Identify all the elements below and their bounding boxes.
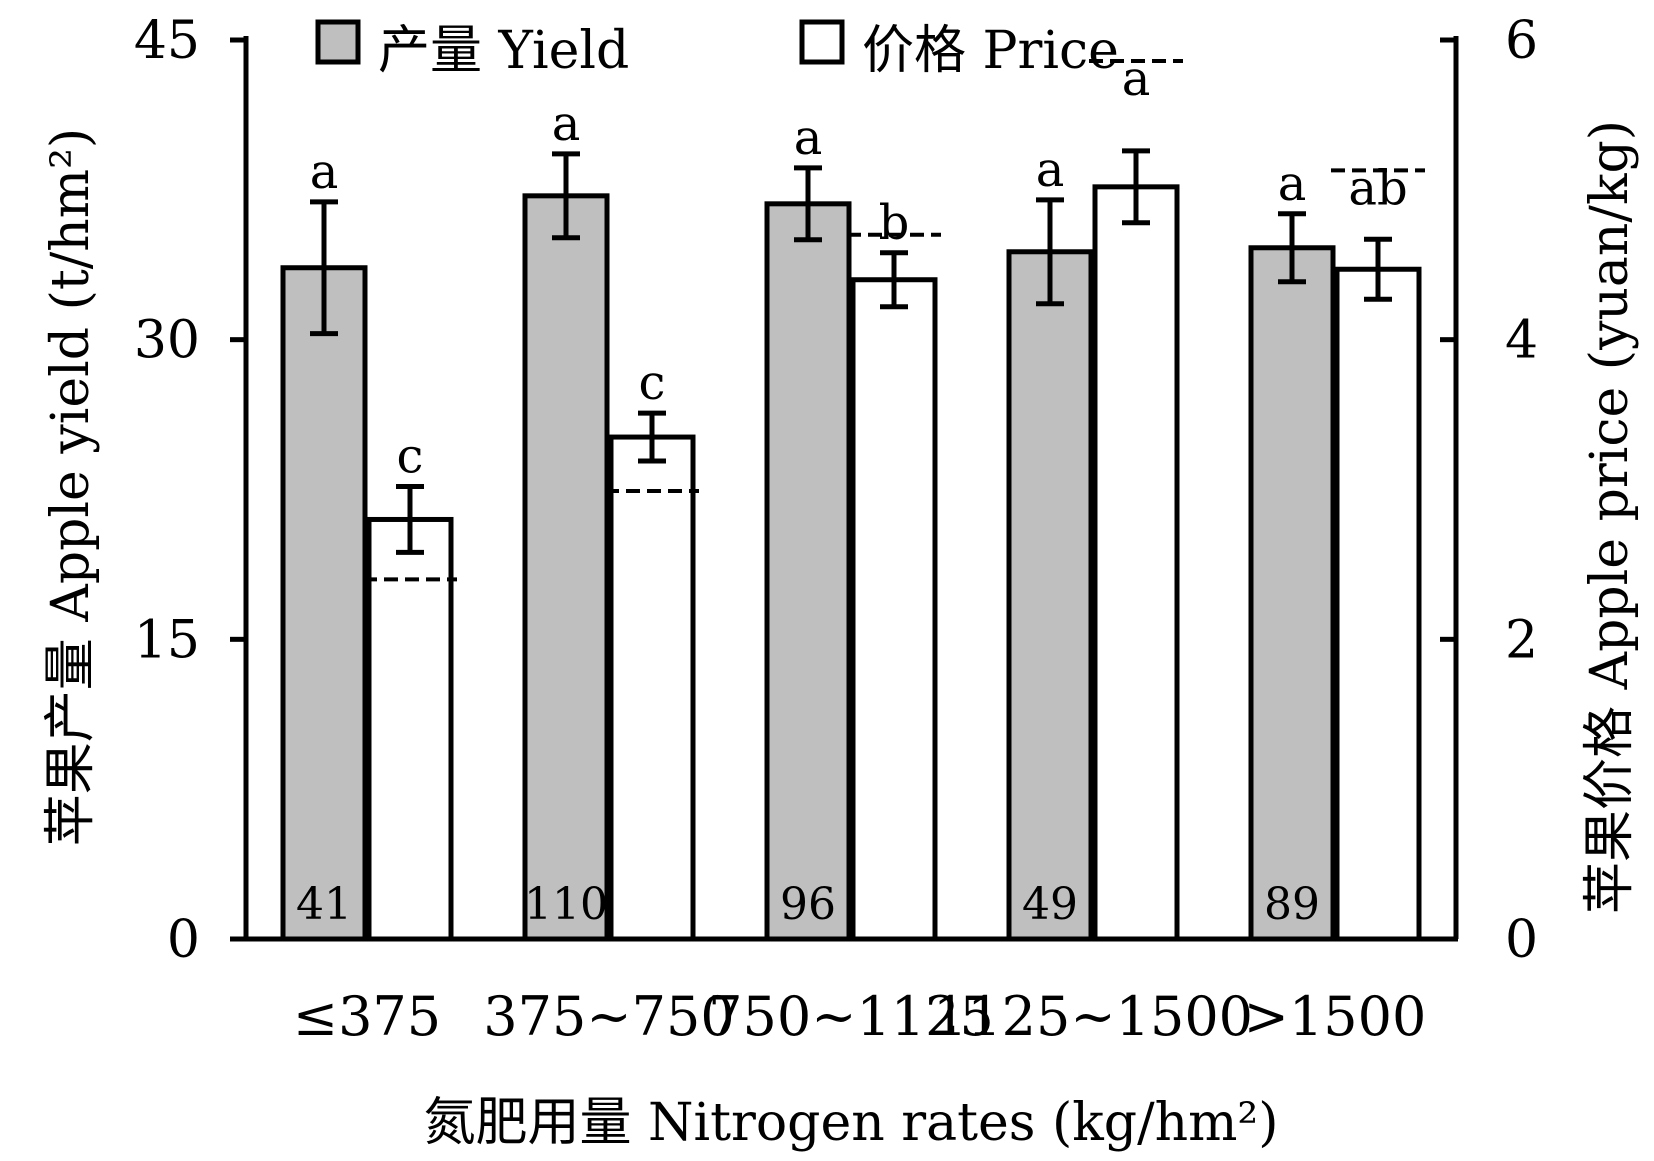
price-bar <box>850 277 938 942</box>
left-tick-label: 15 <box>134 610 200 670</box>
legend-yield-label: 产量 Yield <box>378 21 629 81</box>
yield-bar <box>1248 245 1336 942</box>
yield-bar <box>522 193 610 942</box>
category-label: >1500 <box>1244 985 1427 1048</box>
right-tick-label: 4 <box>1505 311 1538 371</box>
left-tick-label: 0 <box>167 910 200 970</box>
significance-letter: a <box>1278 156 1307 212</box>
sample-size-label: 49 <box>1022 879 1078 930</box>
price-bar <box>366 516 454 942</box>
bar-group: a c 110 <box>522 96 699 942</box>
yield-bar <box>280 265 368 942</box>
left-axis-ticks: 0 15 30 45 <box>134 11 246 970</box>
yield-bar <box>764 201 852 942</box>
significance-letter: c <box>639 355 666 411</box>
significance-letter: a <box>310 144 339 200</box>
left-tick-label: 45 <box>134 11 200 71</box>
x-axis-title: 氮肥用量 Nitrogen rates (kg/hm²) <box>423 1093 1278 1153</box>
right-tick-label: 6 <box>1505 11 1538 71</box>
right-axis-title: 苹果价格 Apple price (yuan/kg) <box>1580 120 1640 914</box>
sample-size-label: 41 <box>296 879 352 930</box>
right-axis-ticks: 0 2 4 6 <box>1440 11 1538 970</box>
price-bar <box>1092 184 1180 942</box>
right-tick-label: 0 <box>1505 910 1538 970</box>
legend-price-label: 价格 Price <box>862 21 1119 81</box>
bar-group: a a 49 <box>1006 51 1183 942</box>
price-bar <box>608 434 696 942</box>
significance-letter: a <box>794 110 823 166</box>
significance-letter: b <box>879 195 910 251</box>
legend-yield-swatch <box>315 19 361 65</box>
significance-letter: a <box>1122 51 1151 107</box>
significance-letter: c <box>397 429 424 485</box>
legend-price-swatch <box>799 19 845 65</box>
legend: 产量 Yield 价格 Price <box>315 19 1119 81</box>
category-label: 750~1125 <box>708 985 994 1048</box>
bar-group: a c 41 <box>280 144 457 942</box>
left-tick-label: 30 <box>134 311 200 371</box>
bar-group: a ab 89 <box>1248 156 1425 942</box>
left-axis-title: 苹果产量 Apple yield (t/hm²) <box>41 128 101 846</box>
category-label: 1125~1500 <box>933 985 1253 1048</box>
sample-size-label: 110 <box>524 879 608 930</box>
significance-letter: a <box>552 96 581 152</box>
category-label: ≤375 <box>293 985 441 1048</box>
significance-letter: ab <box>1348 160 1407 216</box>
sample-size-label: 96 <box>780 879 836 930</box>
category-label: 375~750 <box>483 985 734 1048</box>
significance-letter: a <box>1036 142 1065 198</box>
right-tick-label: 2 <box>1505 610 1538 670</box>
sample-size-label: 89 <box>1264 879 1320 930</box>
yield-bar <box>1006 249 1094 942</box>
price-bar <box>1334 266 1422 942</box>
bar-group: ab 96 <box>764 110 941 942</box>
